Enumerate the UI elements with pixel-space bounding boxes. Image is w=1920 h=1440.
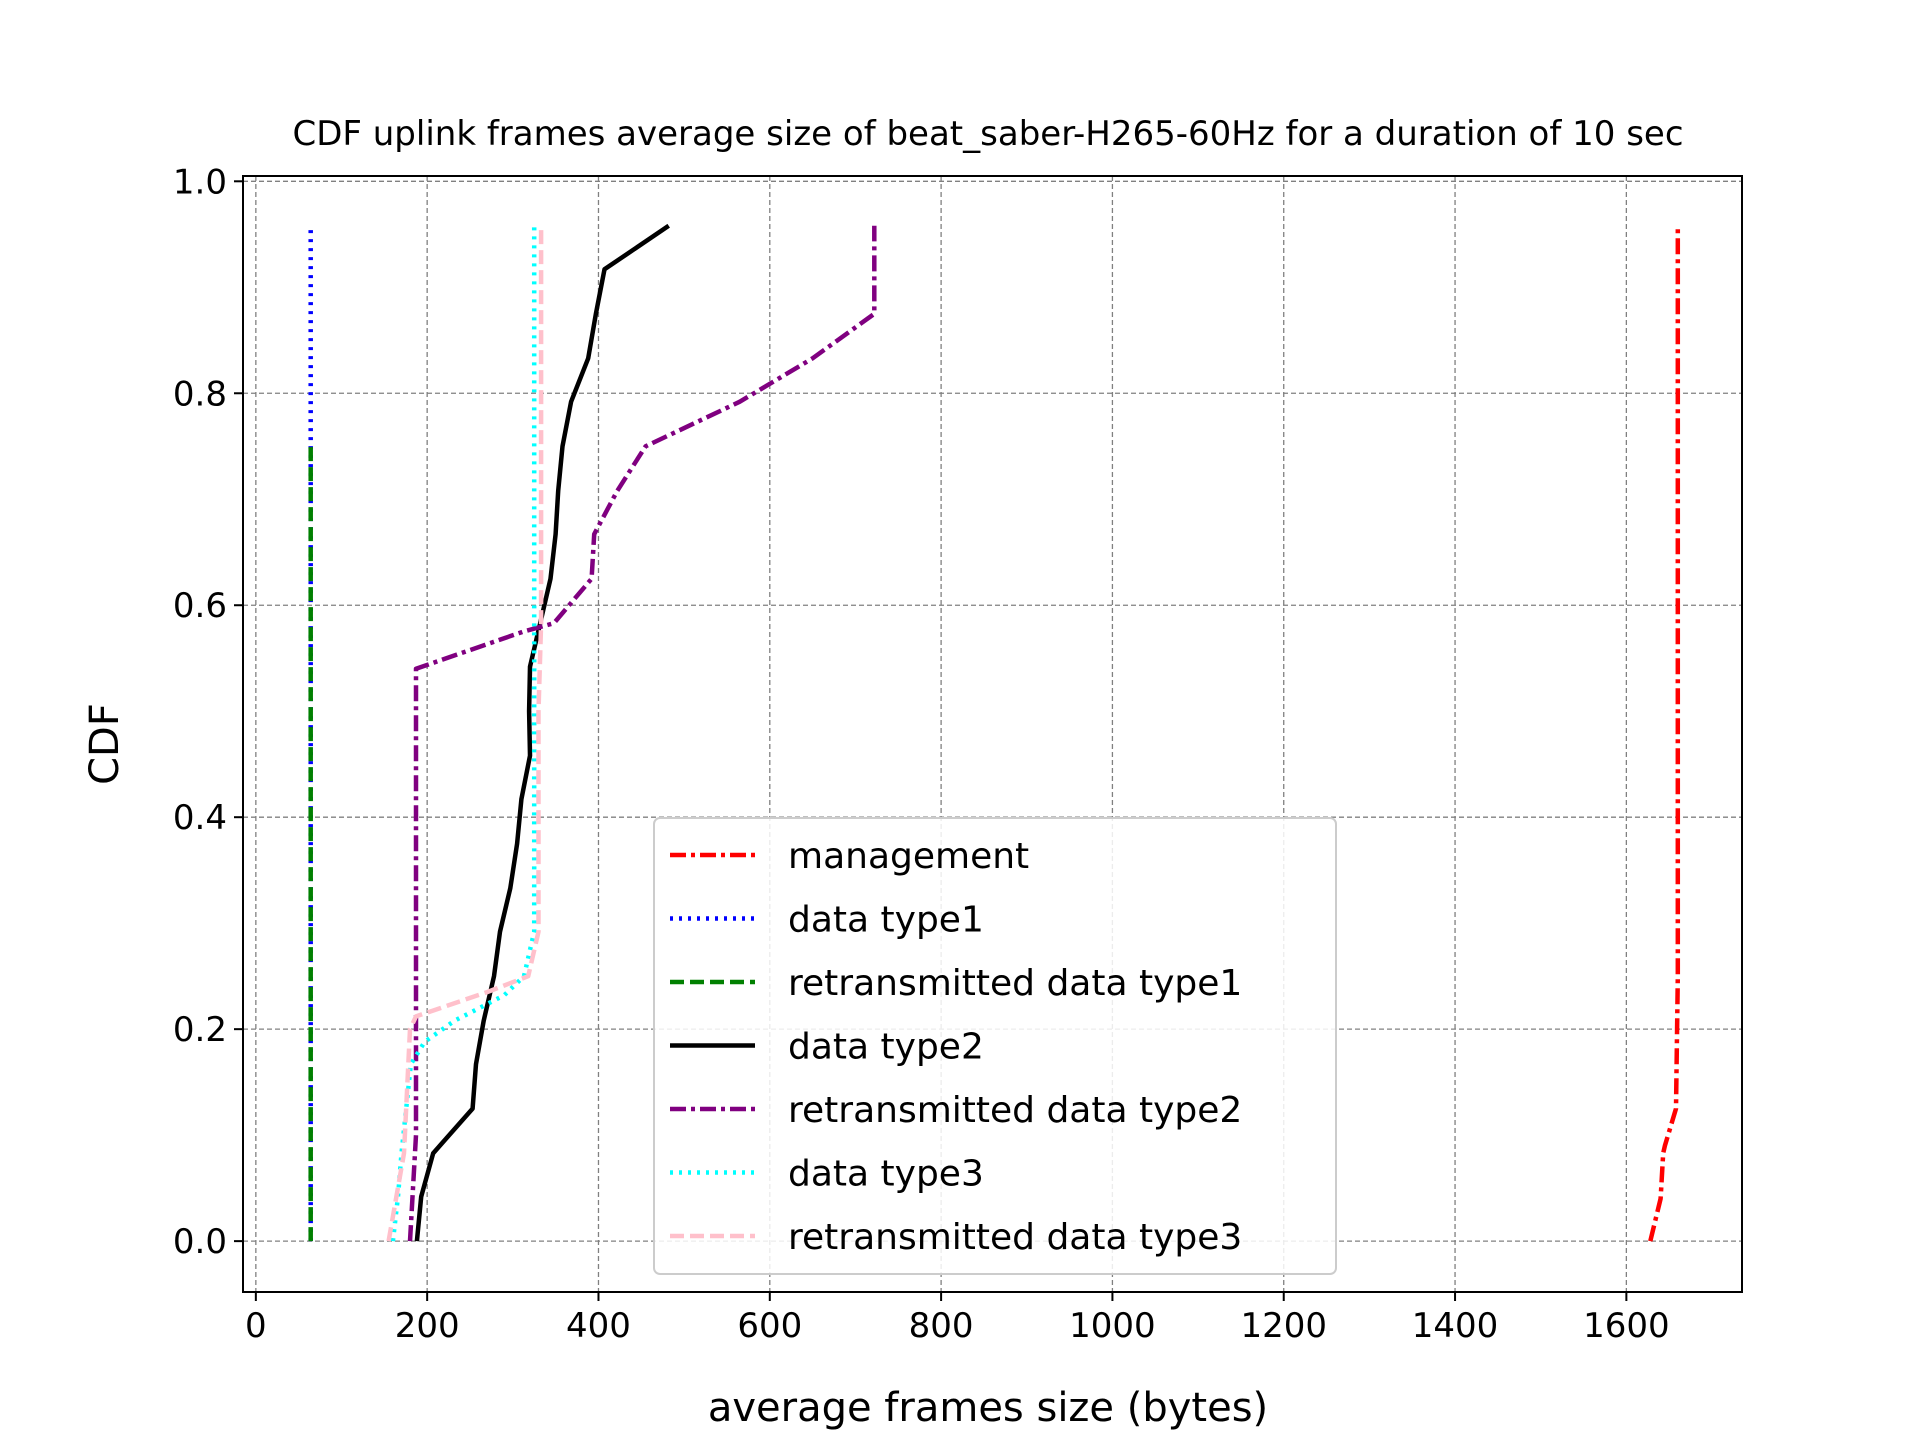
chart-title: CDF uplink frames average size of beat_s…: [292, 114, 1683, 154]
y-tick-label: 0.6: [173, 586, 227, 626]
legend: management data type1 retransmitted data t…: [653, 817, 1337, 1275]
legend-label: retransmitted data type2: [788, 1090, 1242, 1131]
y-tick-label: 0.4: [173, 798, 227, 838]
legend-label: retransmitted data type3: [788, 1217, 1242, 1258]
series-line-data-type3: [390, 225, 537, 1242]
x-axis-label: average frames size (bytes): [708, 1385, 1268, 1431]
legend-label: retransmitted data type1: [788, 963, 1242, 1004]
x-tick-label: 200: [395, 1306, 460, 1346]
y-axis-label: CDF: [82, 703, 128, 785]
x-tick-label: 1000: [1069, 1306, 1156, 1346]
x-tick-label: 600: [737, 1306, 802, 1346]
legend-label: management: [788, 836, 1029, 877]
y-tick-label: 0.8: [173, 374, 227, 414]
x-tick-label: 1600: [1583, 1306, 1670, 1346]
x-tick-label: 0: [245, 1306, 267, 1346]
x-tick-label: 400: [566, 1306, 631, 1346]
x-tick-label: 1200: [1240, 1306, 1327, 1346]
x-tick-label: 1400: [1412, 1306, 1499, 1346]
y-axis-ticks: 0.0 0.2 0.4 0.6 0.8 1.0: [173, 162, 243, 1262]
series-line-management: [1648, 225, 1681, 1242]
x-axis-ticks: 0 200 400 600 800 1000 1200 1400 1600: [245, 1292, 1670, 1346]
series-line-retransmitted-data-type3: [386, 225, 544, 1242]
series-line-retransmitted-data-type2: [407, 225, 877, 1242]
series-line-data-type2: [414, 223, 670, 1242]
y-tick-label: 1.0: [173, 162, 227, 202]
plot-frame: [242, 175, 1743, 1293]
y-tick-label: 0.0: [173, 1222, 227, 1262]
legend-label: data type3: [788, 1154, 984, 1195]
y-tick-label: 0.2: [173, 1010, 227, 1050]
legend-box: [653, 817, 1337, 1275]
legend-label: data type2: [788, 1027, 984, 1068]
legend-label: data type1: [788, 900, 984, 941]
x-tick-label: 800: [909, 1306, 974, 1346]
series-lines: [308, 223, 1681, 1242]
